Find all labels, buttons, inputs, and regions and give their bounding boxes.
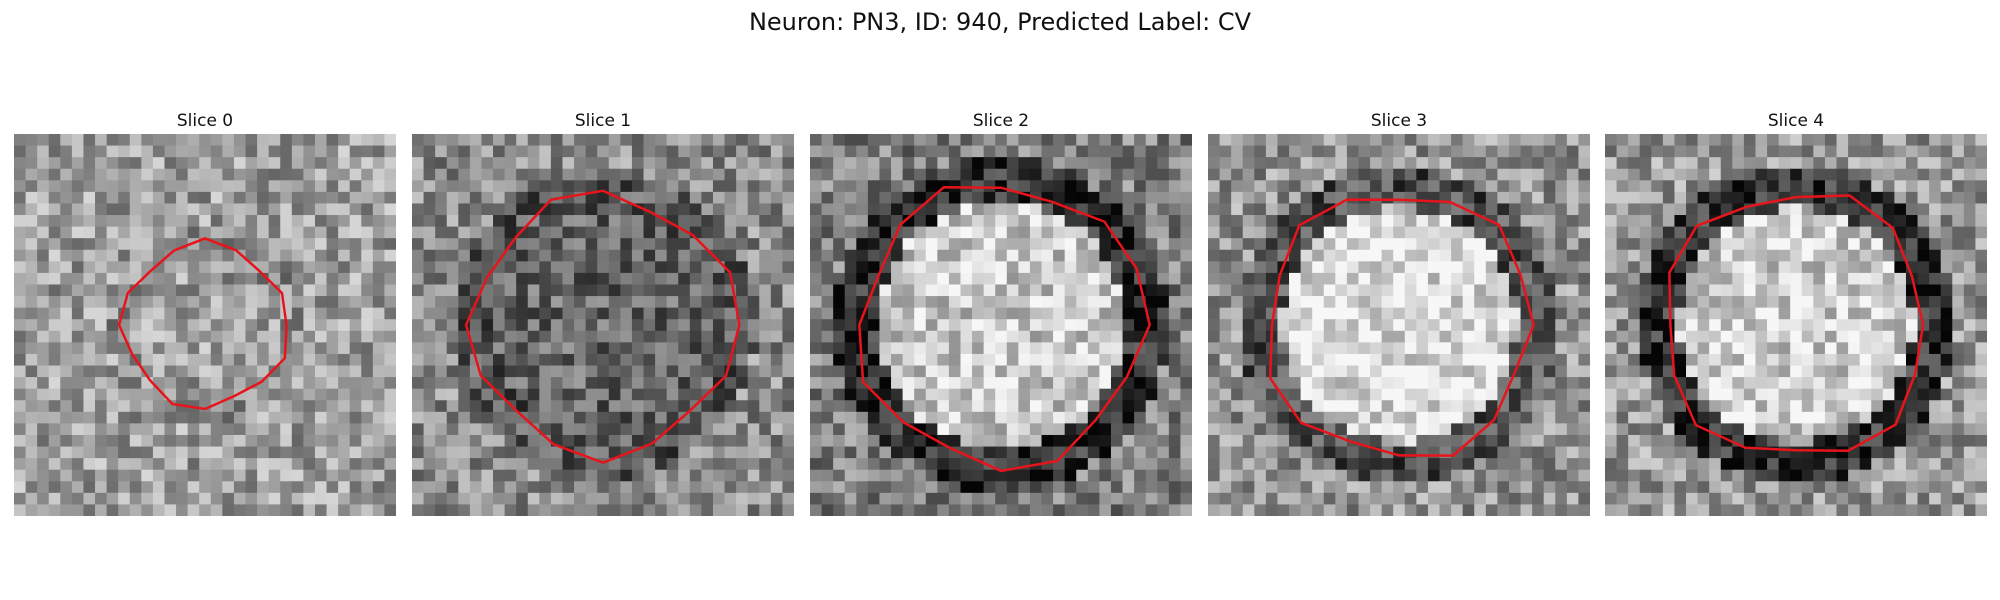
segmentation-contour: [464, 189, 741, 465]
slice-image: [810, 134, 1192, 516]
slice-title: Slice 4: [1767, 111, 1825, 131]
slice-panel-2: Slice 2: [810, 108, 1192, 516]
slice-title: Slice 1: [574, 111, 632, 131]
segmentation-contour: [1668, 194, 1925, 452]
slice-image: [412, 134, 794, 516]
slice-image: [1605, 134, 1987, 516]
slice-image: [14, 134, 396, 516]
segmentation-contour: [1268, 198, 1535, 457]
slice-title: Slice 2: [972, 111, 1030, 131]
segmentation-contour: [117, 237, 288, 411]
slice-title: Slice 3: [1370, 111, 1428, 131]
figure-title: Neuron: PN3, ID: 940, Predicted Label: C…: [748, 8, 1252, 36]
slice-image: [1208, 134, 1590, 516]
slice-panel-1: Slice 1: [412, 108, 794, 516]
slice-panel-3: Slice 3: [1208, 108, 1590, 516]
slice-panel-0: Slice 0: [14, 108, 396, 516]
slice-panel-4: Slice 4: [1605, 108, 1987, 516]
segmentation-contour: [858, 185, 1152, 473]
slice-title: Slice 0: [176, 111, 234, 131]
